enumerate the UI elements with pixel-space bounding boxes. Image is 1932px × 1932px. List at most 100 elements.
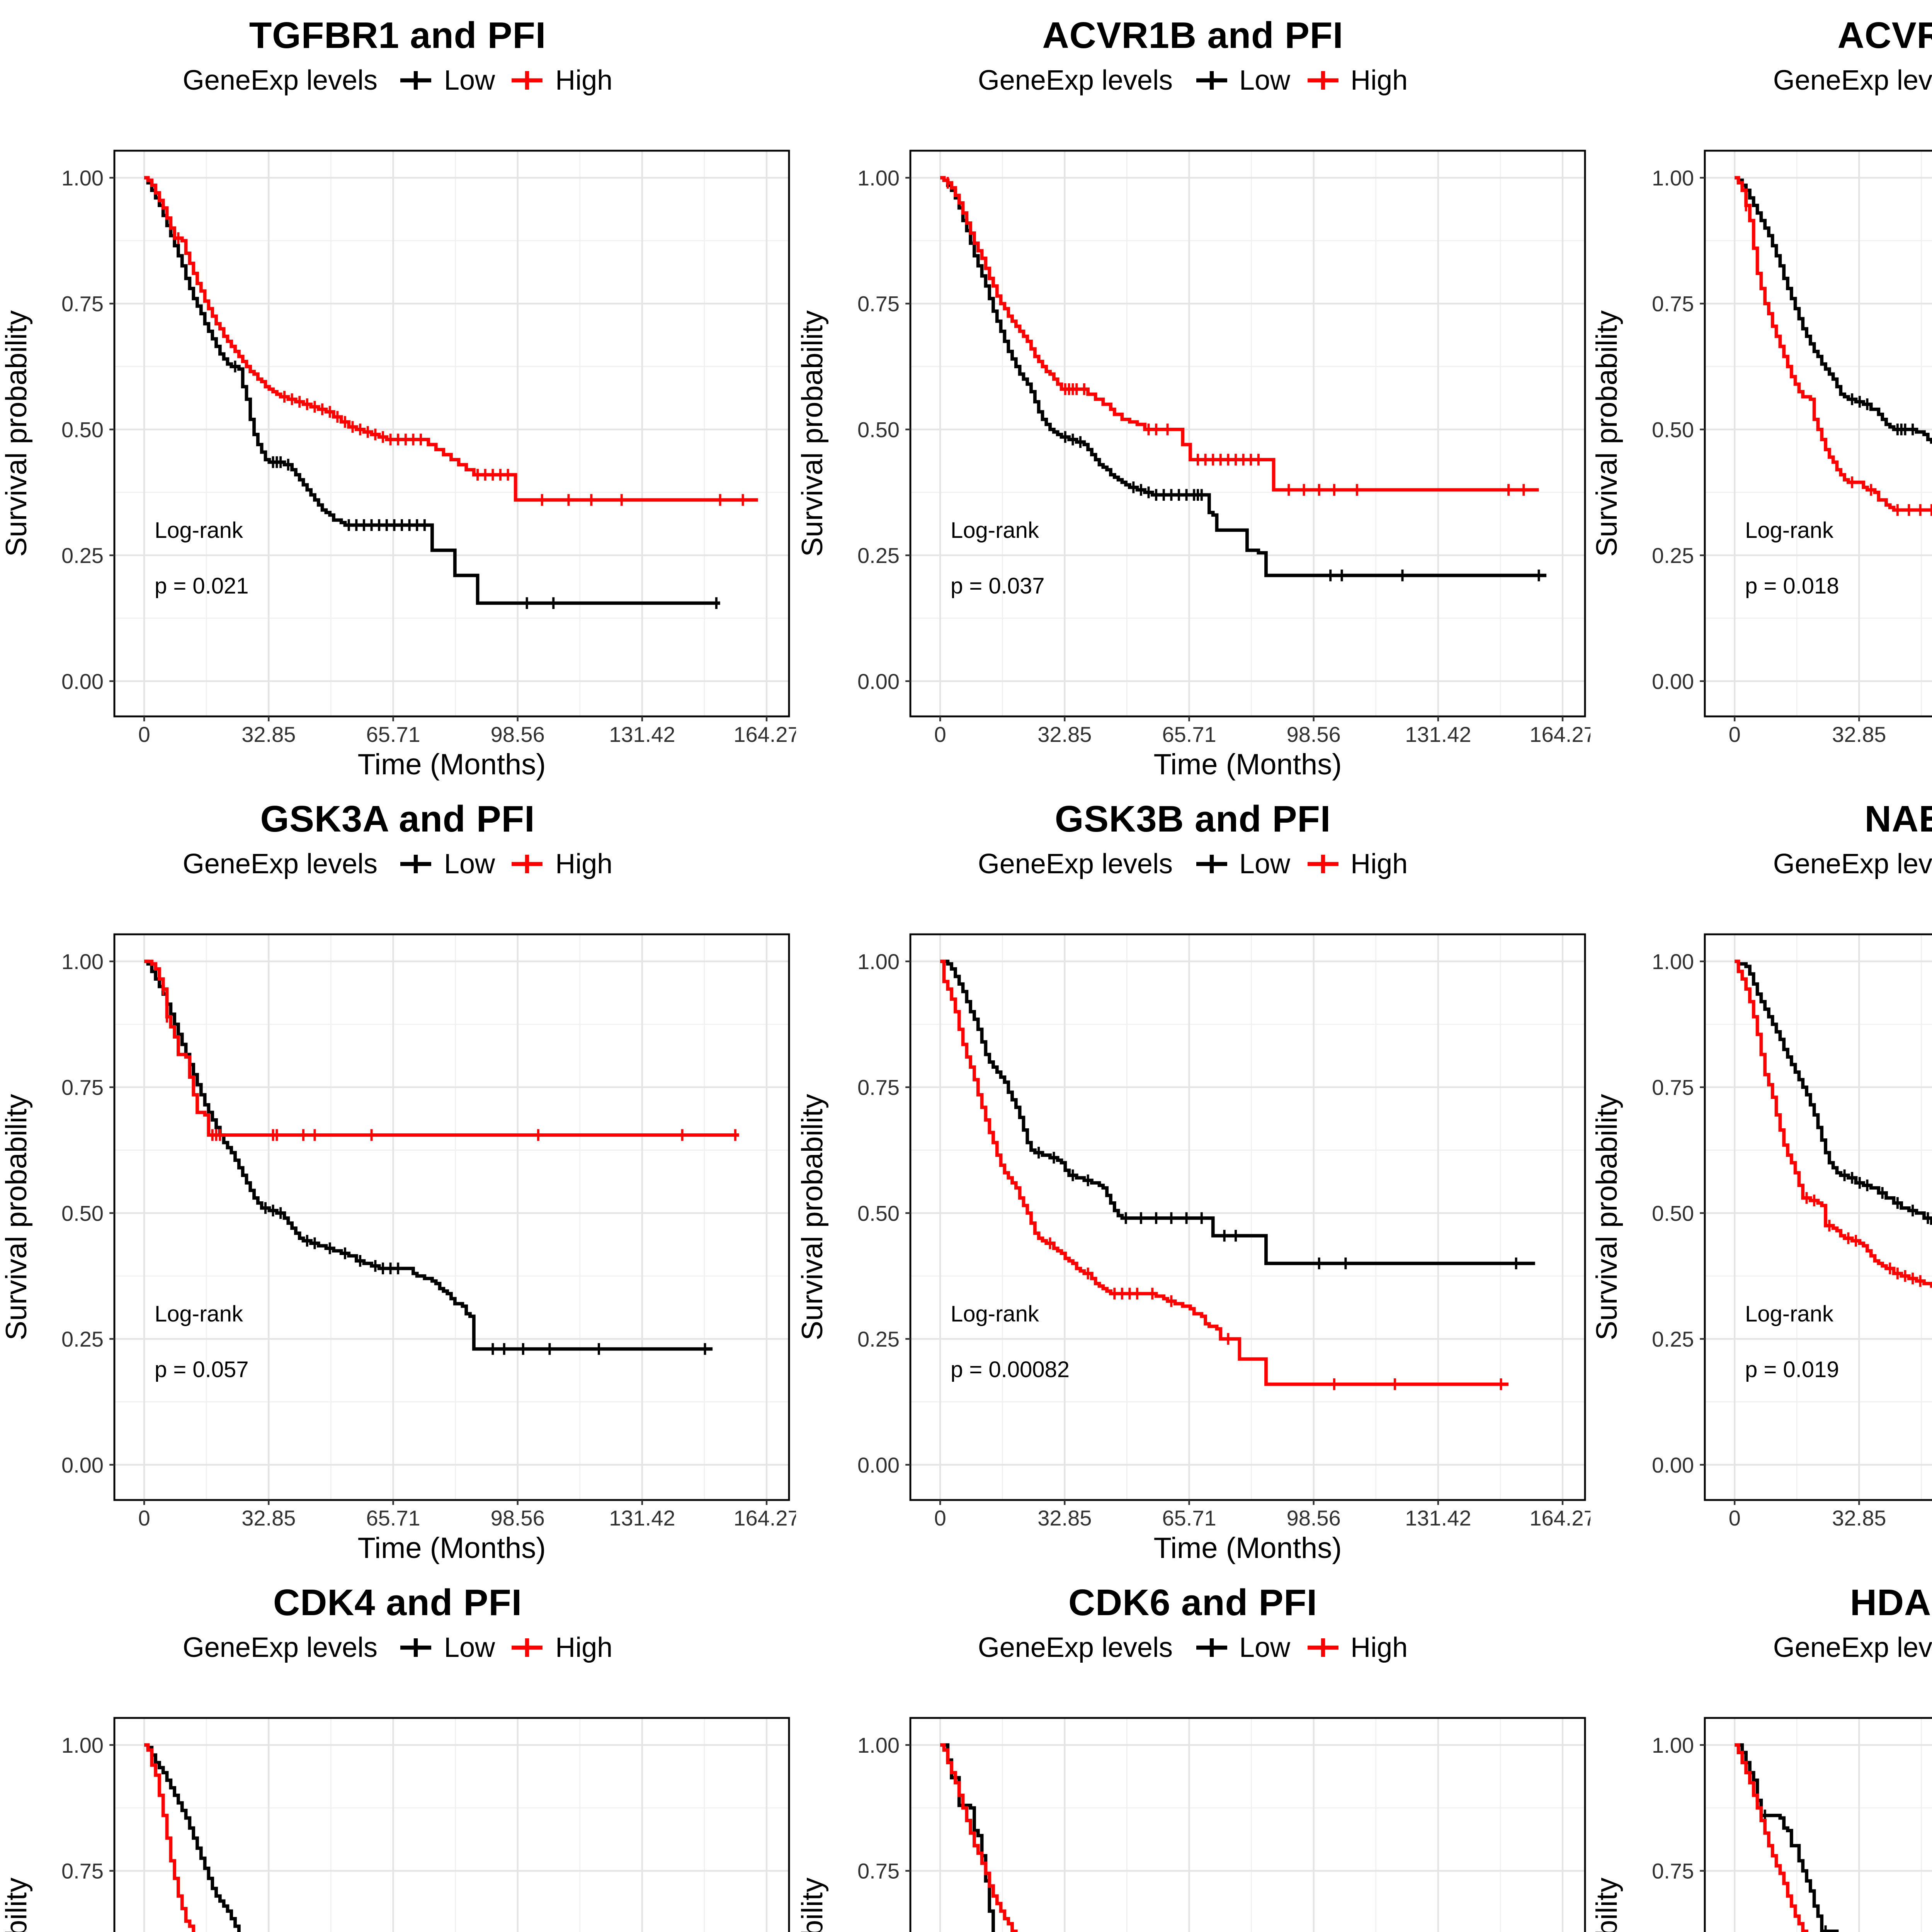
panel-title: NAE1 and PFI — [1864, 799, 1932, 841]
svg-text:0.50: 0.50 — [61, 417, 104, 442]
legend-item-high-label: High — [555, 1632, 613, 1663]
svg-text:0.25: 0.25 — [1652, 1327, 1694, 1352]
legend-item-high-label: High — [555, 848, 613, 879]
svg-text:0.00: 0.00 — [1652, 1453, 1694, 1477]
svg-text:32.85: 32.85 — [1832, 722, 1886, 747]
svg-text:0: 0 — [1729, 722, 1741, 747]
svg-text:0.50: 0.50 — [1652, 417, 1694, 442]
legend: GeneExp levels Low High — [795, 846, 1590, 883]
svg-text:0.50: 0.50 — [857, 1201, 899, 1226]
legend: GeneExp levels Low High — [0, 846, 795, 883]
legend-item-high-label: High — [1350, 64, 1408, 95]
panel-title: ACVR1B and PFI — [1042, 15, 1344, 57]
legend-item-low-label: Low — [444, 64, 495, 95]
svg-text:131.42: 131.42 — [609, 722, 675, 747]
panel-title: TGFBR1 and PFI — [249, 15, 546, 57]
legend-title: GeneExp levels — [978, 848, 1173, 879]
legend-item-low: Low — [398, 64, 495, 97]
plus-icon — [1196, 855, 1227, 874]
pvalue-label: p = 0.019 — [1745, 1357, 1839, 1383]
km-panel-nae1: NAE1 and PFI GeneExp levels Low High 0 32… — [1590, 784, 1932, 1568]
svg-text:0.50: 0.50 — [61, 1201, 104, 1226]
legend-item-low: Low — [398, 848, 495, 881]
plus-icon — [401, 71, 432, 90]
legend-item-low-label: Low — [1239, 64, 1291, 95]
panel-title: GSK3A and PFI — [260, 799, 535, 841]
svg-text:0.75: 0.75 — [61, 1075, 104, 1100]
plus-icon — [512, 71, 543, 90]
km-plot-cdk6: 032.8565.7198.56131.42164.270.000.250.50… — [795, 1717, 1585, 1932]
panel-title: CDK4 and PFI — [273, 1583, 522, 1625]
legend: GeneExp levels Low High — [0, 1629, 795, 1667]
svg-text:Time (Months): Time (Months) — [357, 748, 546, 781]
svg-text:65.71: 65.71 — [366, 722, 420, 747]
legend: GeneExp levels Low High — [795, 62, 1590, 99]
svg-text:65.71: 65.71 — [1161, 722, 1215, 747]
plus-icon — [1196, 1639, 1227, 1658]
svg-text:98.56: 98.56 — [491, 722, 545, 747]
svg-text:131.42: 131.42 — [1404, 1506, 1470, 1531]
logrank-label: Log-rank — [950, 518, 1039, 543]
svg-text:0.25: 0.25 — [857, 1327, 899, 1352]
svg-text:0: 0 — [934, 1506, 946, 1531]
km-plot-hdac1: 032.8565.7198.56131.42164.270.000.250.50… — [1590, 1717, 1932, 1932]
svg-text:Time (Months): Time (Months) — [357, 1532, 546, 1565]
svg-text:Survival probability: Survival probability — [0, 310, 33, 557]
svg-text:0.25: 0.25 — [61, 1327, 104, 1352]
panel-title: HDAC1 and PFI — [1850, 1583, 1932, 1625]
legend-item-high-label: High — [555, 64, 613, 95]
svg-text:0: 0 — [138, 722, 150, 747]
plus-icon — [512, 1639, 543, 1658]
svg-text:Survival probability: Survival probability — [1590, 1878, 1623, 1932]
legend-item-high: High — [1304, 848, 1408, 881]
svg-text:0: 0 — [138, 1506, 150, 1531]
legend-item-low: Low — [1193, 848, 1290, 881]
km-panel-acvr1c: ACVR1C and PFI GeneExp levels Low High 0… — [1590, 0, 1932, 784]
svg-text:Time (Months): Time (Months) — [1153, 748, 1341, 781]
plus-icon — [512, 855, 543, 874]
svg-text:0.00: 0.00 — [1652, 669, 1694, 694]
legend-item-low-label: Low — [1239, 848, 1291, 879]
legend: GeneExp levels Low High — [795, 1629, 1590, 1667]
legend-item-low-label: Low — [444, 1632, 495, 1663]
legend-item-high: High — [1304, 1632, 1408, 1664]
svg-text:98.56: 98.56 — [491, 1506, 545, 1531]
legend-title: GeneExp levels — [182, 1632, 378, 1663]
svg-text:98.56: 98.56 — [1286, 722, 1340, 747]
plus-icon — [401, 1639, 432, 1658]
svg-text:Survival probability: Survival probability — [1590, 1094, 1623, 1341]
svg-text:65.71: 65.71 — [366, 1506, 420, 1531]
svg-text:164.27: 164.27 — [733, 1506, 795, 1531]
legend-item-low: Low — [398, 1632, 495, 1664]
svg-text:Survival probability: Survival probability — [0, 1094, 33, 1341]
svg-text:32.85: 32.85 — [1037, 722, 1091, 747]
svg-text:164.27: 164.27 — [1529, 722, 1590, 747]
svg-text:Time (Months): Time (Months) — [1153, 1532, 1341, 1565]
svg-text:0.75: 0.75 — [61, 1859, 104, 1884]
pvalue-label: p = 0.057 — [155, 1357, 249, 1383]
svg-text:1.00: 1.00 — [61, 166, 104, 190]
km-plot-acvr1b: 0 32.85 65.71 98.56 131.42 164.27 0.00 0.25 0.50… — [795, 150, 1590, 781]
km-plot-nae1: 032.8565.7198.56131.42164.270.000.250.50… — [1590, 934, 1932, 1531]
legend-item-low: Low — [1193, 1632, 1290, 1664]
logrank-label: Log-rank — [155, 518, 243, 543]
svg-text:Survival probability: Survival probability — [795, 1094, 828, 1341]
plus-icon — [401, 855, 432, 874]
svg-text:1.00: 1.00 — [857, 1733, 899, 1758]
svg-text:0.00: 0.00 — [61, 1453, 104, 1477]
svg-text:0.75: 0.75 — [857, 1075, 899, 1100]
legend-item-high: High — [1304, 64, 1408, 97]
svg-text:32.85: 32.85 — [242, 722, 296, 747]
km-plot-gsk3a: 0 32.85 65.71 98.56 131.42 164.27 0.00 0.25 0.50… — [0, 934, 795, 1565]
svg-text:0.50: 0.50 — [857, 417, 899, 442]
pvalue-label: p = 0.018 — [1745, 573, 1839, 599]
svg-text:131.42: 131.42 — [609, 1506, 675, 1531]
pvalue-label: p = 0.00082 — [950, 1357, 1069, 1383]
panel-title: ACVR1C and PFI — [1837, 15, 1932, 57]
legend: GeneExp levels Low High — [0, 62, 795, 99]
logrank-label: Log-rank — [1745, 1302, 1834, 1327]
svg-text:1.00: 1.00 — [1652, 950, 1694, 974]
svg-text:164.27: 164.27 — [733, 722, 795, 747]
